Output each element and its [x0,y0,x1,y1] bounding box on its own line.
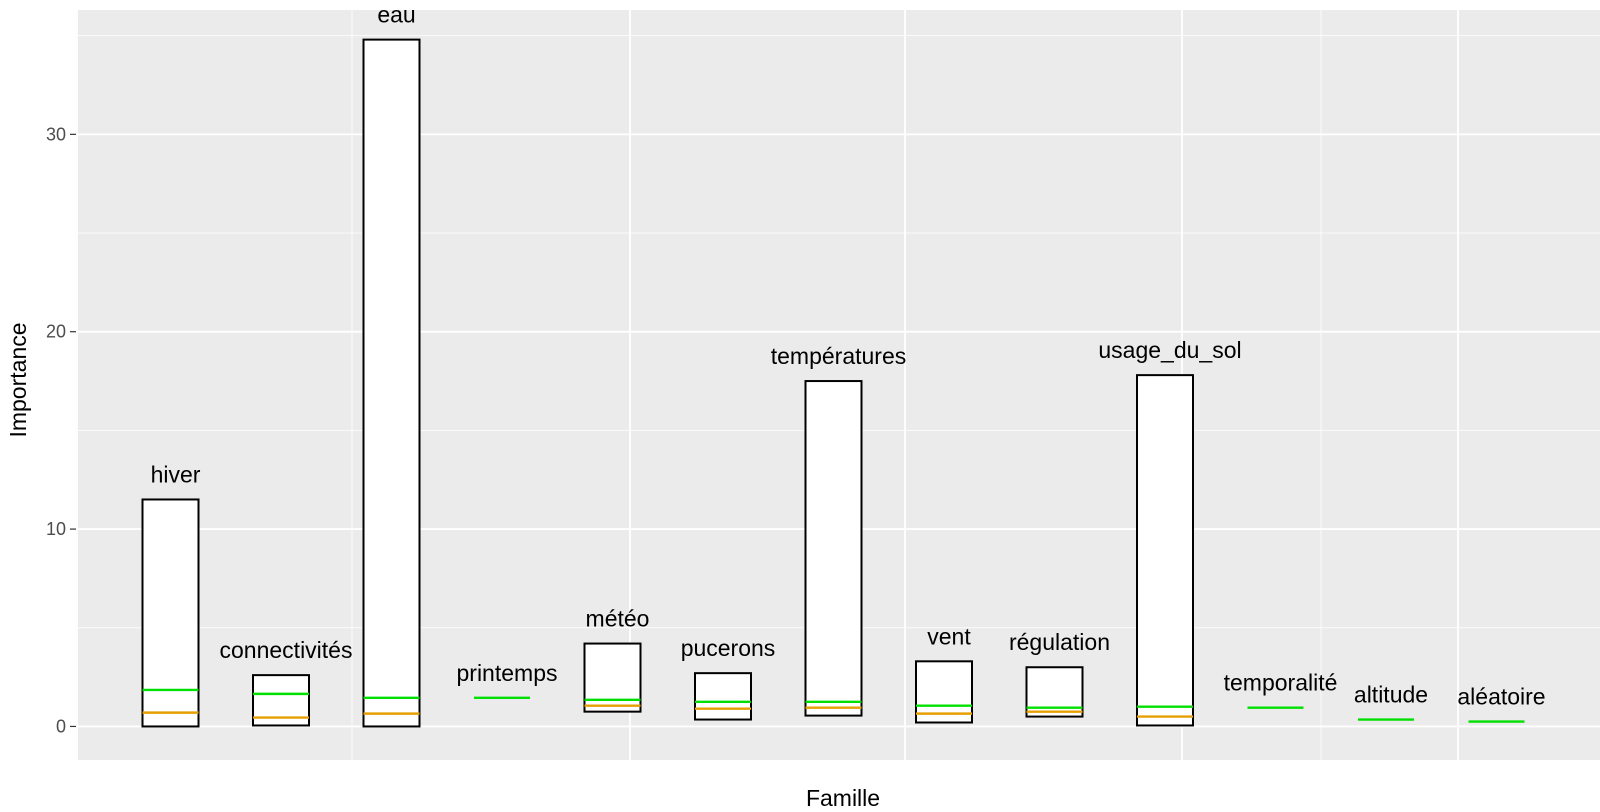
bar [1025,666,1084,718]
bar [804,380,863,717]
bar-label: hiver [151,461,201,487]
bar-label: altitude [1354,682,1428,708]
y-axis-title: Importance [5,322,31,437]
bar-label: météo [586,606,650,632]
series-lines [142,688,1525,723]
y-axis: 0 10 20 30 [46,124,76,736]
bar-label: températures [771,343,907,369]
y-tick-label: 0 [56,716,66,736]
x-axis-title: Famille [806,785,880,811]
bar-label: connectivités [220,637,353,663]
y-tick-label: 20 [46,322,66,342]
bar-label: vent [927,623,971,649]
bar-label: printemps [457,660,558,686]
bar [915,660,973,724]
bar-label: pucerons [681,635,776,661]
bar [362,38,421,728]
bar-label: eau [377,2,415,28]
bar-label: temporalité [1224,670,1338,696]
bar [1136,374,1194,727]
bar [583,642,642,713]
bar [694,672,752,721]
bar-label: usage_du_sol [1098,337,1241,363]
y-tick-label: 30 [46,124,66,144]
bar-label: aléatoire [1457,684,1545,710]
bar-labels: hiver connectivités eau printemps météo pucer… [151,2,1546,710]
y-tick-label: 10 [46,519,66,539]
bar [141,498,200,728]
bar-label: régulation [1009,629,1110,655]
